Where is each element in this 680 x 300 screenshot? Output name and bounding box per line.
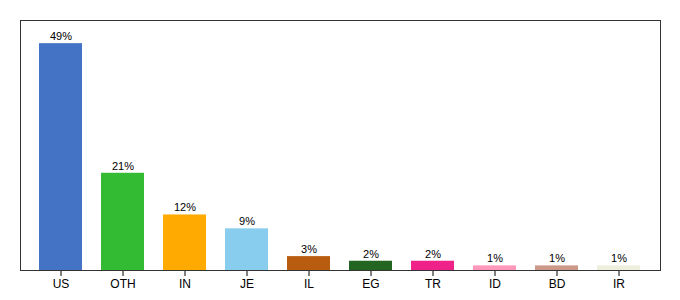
svg-text:EG: EG	[362, 277, 379, 291]
svg-text:TR: TR	[425, 277, 441, 291]
svg-text:21%: 21%	[112, 160, 134, 172]
svg-text:12%: 12%	[174, 201, 196, 213]
svg-text:2%: 2%	[363, 248, 379, 260]
svg-text:IR: IR	[613, 277, 625, 291]
svg-text:3%: 3%	[301, 243, 317, 255]
svg-text:OTH: OTH	[110, 277, 135, 291]
svg-text:BD: BD	[549, 277, 566, 291]
svg-text:1%: 1%	[549, 252, 565, 264]
svg-text:1%: 1%	[611, 252, 627, 264]
svg-text:JE: JE	[240, 277, 254, 291]
svg-text:49%: 49%	[50, 30, 72, 42]
svg-text:2%: 2%	[425, 248, 441, 260]
svg-text:IN: IN	[179, 277, 191, 291]
svg-text:1%: 1%	[487, 252, 503, 264]
svg-text:US: US	[53, 277, 70, 291]
svg-text:ID: ID	[489, 277, 501, 291]
svg-text:IL: IL	[304, 277, 314, 291]
svg-text:9%: 9%	[239, 215, 255, 227]
